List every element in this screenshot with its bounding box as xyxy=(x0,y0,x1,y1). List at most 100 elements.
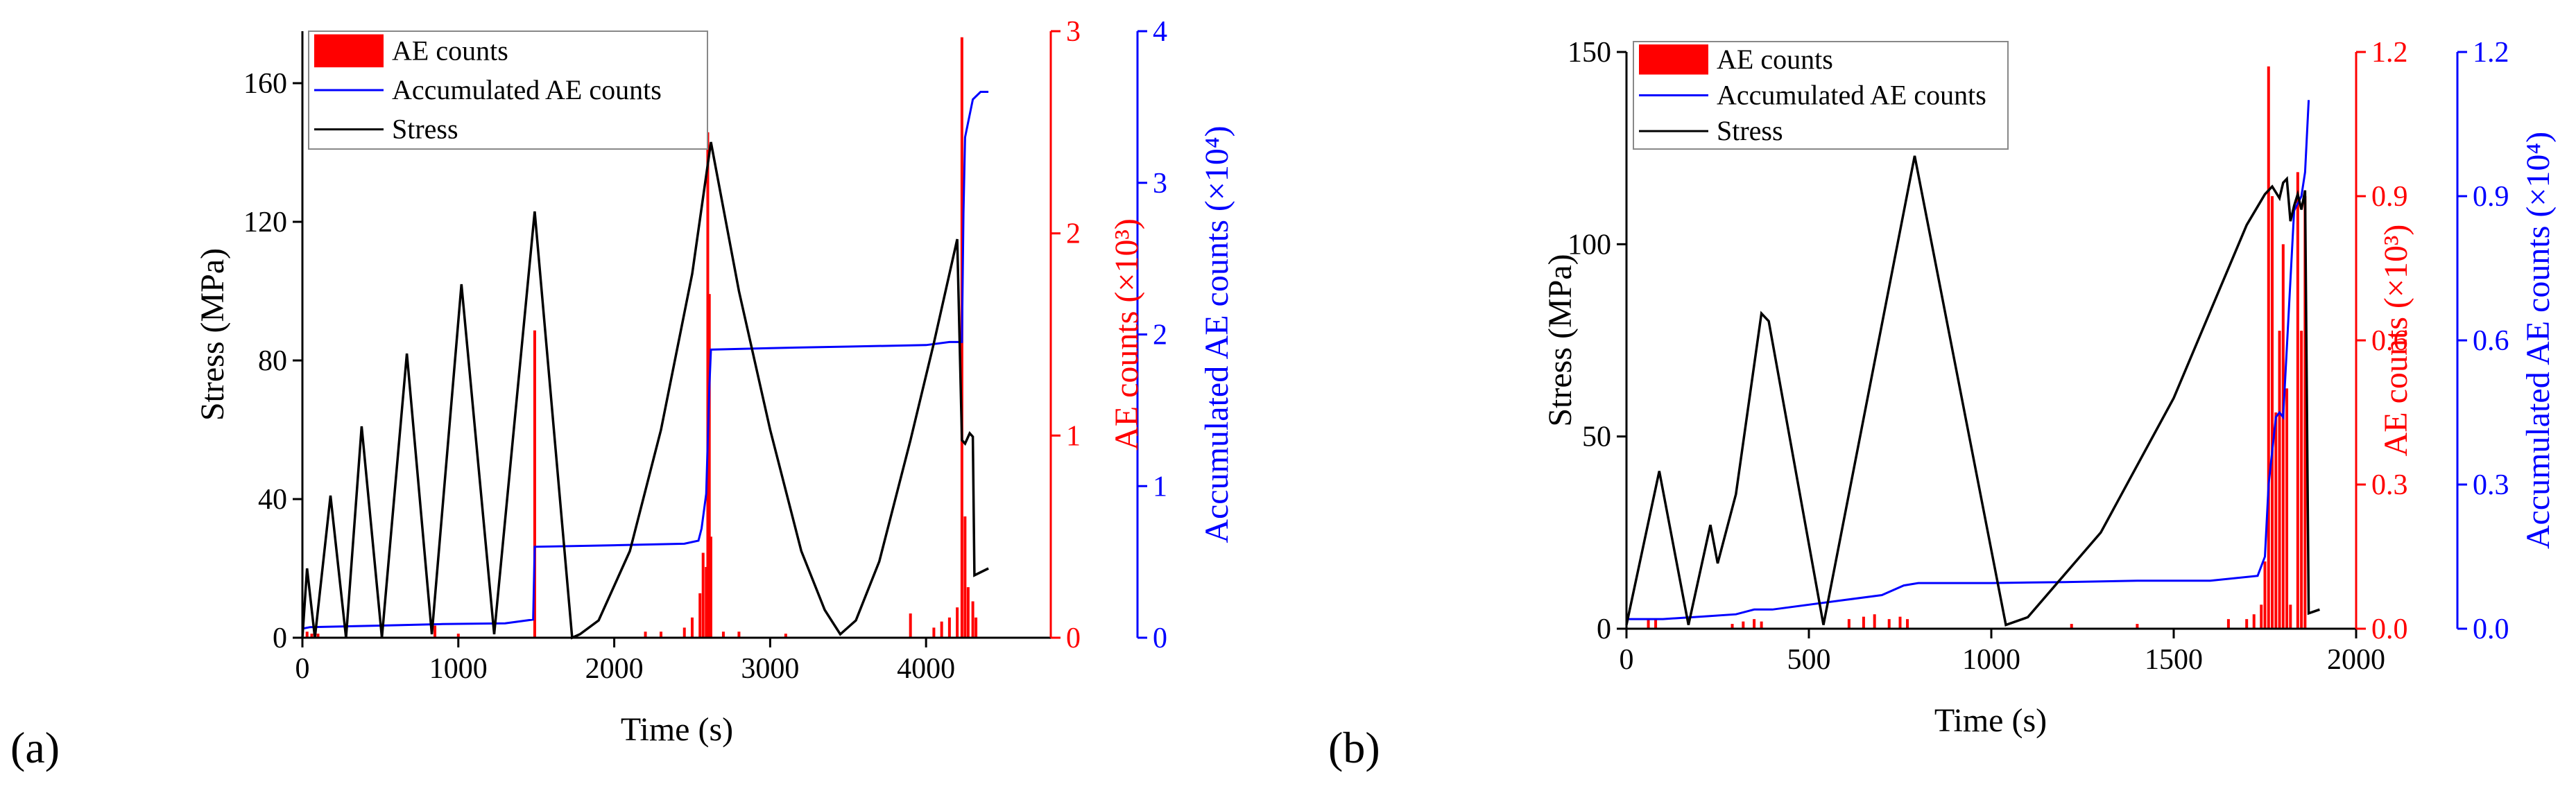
ae-count-bar xyxy=(709,537,712,638)
ae-count-tick-label: 0.9 xyxy=(2371,181,2408,213)
legend-label: Stress xyxy=(1717,115,1783,146)
ae-count-bar xyxy=(690,617,694,638)
ae-count-tick-label: 1.2 xyxy=(2371,37,2408,69)
ae-count-bar xyxy=(2274,412,2278,629)
ae-count-bar xyxy=(707,294,711,638)
time-tick-label: 0 xyxy=(295,653,310,685)
ae-count-axis-title: AE counts (×10³) xyxy=(2378,225,2414,457)
ae-count-bar xyxy=(456,634,460,638)
stress-tick-label: 160 xyxy=(243,68,287,100)
accumulated-ae-tick-label: 0.3 xyxy=(2473,469,2509,501)
ae-count-bar xyxy=(2226,619,2230,629)
accumulated-ae-tick-label: 3 xyxy=(1153,168,1167,200)
time-tick-label: 4000 xyxy=(897,653,955,685)
legend-label: AE counts xyxy=(392,35,508,66)
ae-count-bar xyxy=(2281,244,2285,629)
legend-label: Stress xyxy=(392,114,458,145)
ae-count-bar xyxy=(2278,331,2281,629)
ae-count-bar xyxy=(533,330,536,638)
ae-count-axis-title: AE counts (×10³) xyxy=(1108,218,1145,451)
stress-tick-label: 120 xyxy=(243,207,287,238)
ae-count-bar xyxy=(2296,172,2299,629)
ae-count-bar xyxy=(701,552,705,638)
time-tick-label: 3000 xyxy=(741,653,799,685)
ae-count-bar xyxy=(940,621,943,638)
ae-count-bar xyxy=(1753,619,1756,629)
accumulated-ae-tick-label: 1 xyxy=(1153,471,1167,503)
ae-count-tick-label: 0 xyxy=(1066,622,1081,654)
ae-count-bar xyxy=(1898,616,1902,629)
ae-count-bar xyxy=(963,516,967,638)
ae-count-bar xyxy=(1742,621,1745,629)
legend-swatch-ae xyxy=(1639,44,1708,75)
ae-count-bar xyxy=(698,593,702,638)
accumulated-ae-tick-label: 0.6 xyxy=(2473,325,2509,357)
ae-count-bar xyxy=(2285,388,2289,629)
ae-count-bar xyxy=(2271,196,2274,629)
accumulated-ae-line xyxy=(1626,100,2310,620)
ae-count-bar xyxy=(1862,616,1865,629)
time-tick-label: 1500 xyxy=(2145,644,2203,676)
ae-count-bar xyxy=(682,627,686,638)
ae-count-bar xyxy=(1873,614,1876,629)
stress-tick-label: 0 xyxy=(273,622,287,654)
accumulated-ae-tick-label: 1.2 xyxy=(2473,37,2509,69)
ae-count-bar xyxy=(2070,624,2073,629)
ae-count-bar xyxy=(2267,66,2270,629)
ae-count-bar xyxy=(2245,619,2249,629)
accumulated-ae-tick-label: 0.0 xyxy=(2473,613,2509,645)
ae-count-bar xyxy=(971,601,974,638)
legend-label: Accumulated AE counts xyxy=(1717,80,1986,111)
stress-tick-label: 0 xyxy=(1597,613,1611,645)
ae-count-bar xyxy=(2300,331,2303,629)
ae-count-bar xyxy=(1847,619,1851,629)
legend-swatch-ae xyxy=(314,34,384,68)
panel-label: (b) xyxy=(1328,723,1380,772)
panel-label: (a) xyxy=(10,723,60,772)
ae-count-bar xyxy=(947,617,951,638)
time-tick-label: 2000 xyxy=(585,653,644,685)
stress-tick-label: 80 xyxy=(258,345,287,377)
stress-tick-label: 50 xyxy=(1582,421,1611,453)
ae-count-bar xyxy=(644,631,647,638)
ae-count-tick-label: 1 xyxy=(1066,420,1081,452)
ae-count-bar xyxy=(2263,561,2267,629)
ae-count-bar xyxy=(2289,604,2292,629)
ae-count-bar xyxy=(2260,604,2263,629)
time-tick-label: 2000 xyxy=(2327,644,2385,676)
ae-count-bar xyxy=(1654,619,1658,629)
time-axis-title: Time (s) xyxy=(621,711,733,748)
ae-count-bar xyxy=(433,625,437,638)
ae-count-bar xyxy=(1760,621,1763,629)
ae-count-bar xyxy=(1647,619,1650,629)
stress-tick-label: 100 xyxy=(1568,229,1611,261)
stress-axis-title: Stress (MPa) xyxy=(194,248,231,421)
ae-count-bar xyxy=(660,631,663,638)
accumulated-ae-tick-label: 0.9 xyxy=(2473,181,2509,213)
ae-count-bar xyxy=(2303,196,2307,629)
ae-count-bar xyxy=(1887,619,1891,629)
ae-count-tick-label: 0.0 xyxy=(2371,613,2408,645)
time-tick-label: 500 xyxy=(1787,644,1831,676)
ae-count-bar xyxy=(2252,614,2256,629)
ae-count-bar xyxy=(1731,624,1734,629)
ae-count-bar xyxy=(737,631,741,638)
ae-count-bar xyxy=(784,634,787,638)
ae-count-bar xyxy=(305,631,309,638)
ae-count-bar xyxy=(974,617,978,638)
stress-tick-label: 150 xyxy=(1568,37,1611,69)
legend-label: AE counts xyxy=(1717,44,1833,75)
time-tick-label: 1000 xyxy=(1962,644,2020,676)
accumulated-ae-tick-label: 2 xyxy=(1153,320,1167,351)
time-axis-title: Time (s) xyxy=(1934,702,2047,739)
ae-count-bar xyxy=(966,587,970,638)
ae-count-bar xyxy=(721,631,725,638)
ae-count-bar xyxy=(316,634,320,638)
stress-line xyxy=(1625,155,2320,627)
time-tick-label: 0 xyxy=(1620,644,1634,676)
accumulated-ae-axis-title: Accumulated AE counts (×10⁴) xyxy=(1199,125,1235,543)
stress-axis-title: Stress (MPa) xyxy=(1542,254,1579,426)
stress-line xyxy=(301,141,989,640)
ae-count-tick-label: 2 xyxy=(1066,218,1081,250)
